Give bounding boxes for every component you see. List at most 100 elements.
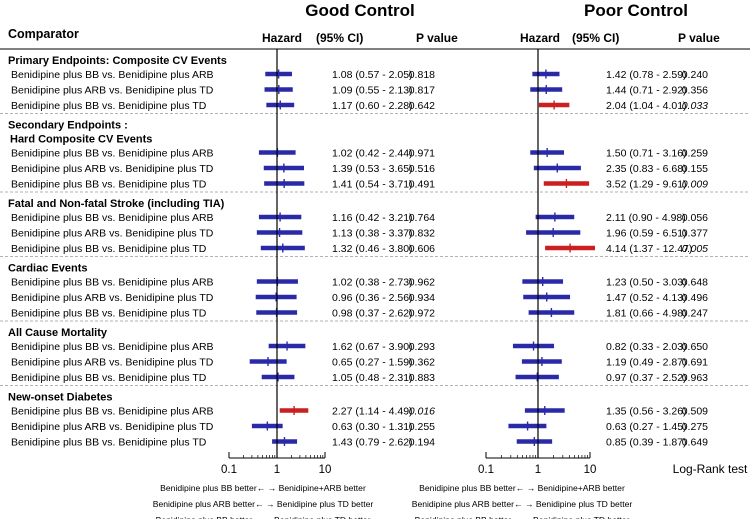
ci-value: 1.35 (0.56 - 3.26)	[606, 406, 687, 418]
ci-value: 1.44 (0.71 - 2.92)	[606, 85, 687, 97]
p-value: 0.491	[409, 179, 435, 191]
tick-label: 10	[584, 464, 597, 476]
row-label: Benidipine plus BB vs. Benidipine plus T…	[11, 372, 207, 384]
p-value: 0.764	[409, 212, 435, 224]
row-label: Benidipine plus ARB vs. Benidipine plus …	[11, 421, 214, 433]
direction-legend: Benidipine plus BB better← → Benidipine+…	[419, 483, 625, 493]
p-value: 0.817	[409, 85, 435, 97]
p-value: 0.356	[682, 85, 708, 97]
ci-value: 1.62 (0.67 - 3.90)	[332, 341, 413, 353]
p-value: 0.377	[682, 228, 708, 240]
ci-value: 2.04 (1.04 - 4.01)	[606, 100, 687, 112]
p-value: 0.194	[409, 437, 435, 449]
p-value: 0.247	[682, 308, 708, 320]
row-label: Benidipine plus BB vs. Benidipine plus A…	[11, 69, 214, 81]
ci-value: 3.52 (1.29 - 9.61)	[606, 179, 687, 191]
row-label: Benidipine plus ARB vs. Benidipine plus …	[11, 228, 214, 240]
direction-legend: Benidipine plus BB better← → Benidipine …	[415, 515, 630, 519]
p-value: 0.516	[409, 163, 435, 175]
row-label: Benidipine plus BB vs. Benidipine plus T…	[11, 179, 207, 191]
p-value: 0.818	[409, 69, 435, 81]
tick-label: 1	[535, 464, 541, 476]
tick-label: 10	[319, 464, 332, 476]
p-value: 0.259	[682, 148, 708, 160]
row-label: Benidipine plus BB vs. Benidipine plus A…	[11, 148, 214, 160]
p-value: 0.883	[409, 372, 435, 384]
ci-value: 1.02 (0.42 - 2.44)	[332, 148, 413, 160]
ci-value: 0.85 (0.39 - 1.87)	[606, 437, 687, 449]
p-value: 0.033	[682, 100, 708, 112]
p-value: 0.971	[409, 148, 435, 160]
ci-value: 0.97 (0.37 - 2.52)	[606, 372, 687, 384]
ci-value: 0.63 (0.30 - 1.31)	[332, 421, 413, 433]
poor-pvalue-header: P value	[678, 31, 720, 45]
row-label: Benidipine plus BB vs. Benidipine plus A…	[11, 406, 214, 418]
ci-value: 0.63 (0.27 - 1.45)	[606, 421, 687, 433]
p-value: 0.649	[682, 437, 708, 449]
ci-value: 1.43 (0.79 - 2.62)	[332, 437, 413, 449]
p-value: 0.155	[682, 163, 708, 175]
section-title: Cardiac Events	[8, 263, 87, 275]
row-label: Benidipine plus ARB vs. Benidipine plus …	[11, 292, 214, 304]
ci-value: 0.82 (0.33 - 2.03)	[606, 341, 687, 353]
ci-value: 1.09 (0.55 - 2.13)	[332, 85, 413, 97]
ci-value: 1.19 (0.49 - 2.87)	[606, 357, 687, 369]
ci-value: 1.50 (0.71 - 3.16)	[606, 148, 687, 160]
p-value: 0.255	[409, 421, 435, 433]
section-title: All Cause Mortality	[8, 327, 108, 339]
p-value: 0.293	[409, 341, 435, 353]
ci-value: 1.32 (0.46 - 3.80)	[332, 243, 413, 255]
tick-label: 0.1	[221, 464, 237, 476]
poor-hazard-header: Hazard	[520, 31, 560, 45]
section-title: Primary Endpoints: Composite CV Events	[8, 55, 227, 67]
ci-value: 1.02 (0.38 - 2.73)	[332, 277, 413, 289]
good-pvalue-header: P value	[416, 31, 458, 45]
poor-ci-header: (95% CI)	[572, 31, 619, 45]
p-value: 0.650	[682, 341, 708, 353]
ci-value: 1.17 (0.60 - 2.28)	[332, 100, 413, 112]
ci-value: 1.41 (0.54 - 3.71)	[332, 179, 413, 191]
ci-value: 1.81 (0.66 - 4.98)	[606, 308, 687, 320]
direction-legend: Benidipine plus ARB better← → Benidipine…	[412, 499, 633, 509]
poor-control-title: Poor Control	[584, 1, 688, 20]
p-value: 0.240	[682, 69, 708, 81]
good-hazard-header: Hazard	[262, 31, 302, 45]
tick-label: 1	[274, 464, 280, 476]
p-value: 0.509	[682, 406, 708, 418]
section-title: Fatal and Non-fatal Stroke (including TI…	[8, 198, 225, 210]
section-title: Secondary Endpoints :	[8, 120, 128, 132]
ci-value: 1.05 (0.48 - 2.31)	[332, 372, 413, 384]
ci-value: 1.42 (0.78 - 2.59)	[606, 69, 687, 81]
section-subtitle: Hard Composite CV Events	[10, 134, 152, 146]
p-value: 0.275	[682, 421, 708, 433]
ci-value: 1.16 (0.42 - 3.21)	[332, 212, 413, 224]
p-value: 0.972	[409, 308, 435, 320]
row-label: Benidipine plus BB vs. Benidipine plus T…	[11, 308, 207, 320]
p-value: 0.691	[682, 357, 708, 369]
row-label: Benidipine plus BB vs. Benidipine plus T…	[11, 100, 207, 112]
ci-value: 1.47 (0.52 - 4.13)	[606, 292, 687, 304]
ci-value: 2.27 (1.14 - 4.49)	[332, 406, 413, 418]
tick-label: 0.1	[478, 464, 494, 476]
section-title: New-onset Diabetes	[8, 392, 113, 404]
direction-legend: Benidipine plus ARB better← → Benidipine…	[153, 499, 374, 509]
ci-value: 0.96 (0.36 - 2.56)	[332, 292, 413, 304]
good-control-title: Good Control	[305, 1, 415, 20]
ci-value: 0.65 (0.27 - 1.59)	[332, 357, 413, 369]
p-value: 0.009	[682, 179, 708, 191]
p-value: 0.934	[409, 292, 435, 304]
p-value: 0.056	[682, 212, 708, 224]
ci-value: 1.08 (0.57 - 2.05)	[332, 69, 413, 81]
ci-value: 1.39 (0.53 - 3.65)	[332, 163, 413, 175]
p-value: 0.962	[409, 277, 435, 289]
direction-legend: Benidipine plus BB better← → Benidipine …	[156, 515, 371, 519]
row-label: Benidipine plus ARB vs. Benidipine plus …	[11, 85, 214, 97]
p-value: 0.496	[682, 292, 708, 304]
row-label: Benidipine plus BB vs. Benidipine plus A…	[11, 212, 214, 224]
ci-value: 0.98 (0.37 - 2.62)	[332, 308, 413, 320]
direction-legend: Benidipine plus BB better← → Benidipine+…	[160, 483, 366, 493]
row-label: Benidipine plus BB vs. Benidipine plus T…	[11, 437, 207, 449]
p-value: 0.832	[409, 228, 435, 240]
ci-value: 2.11 (0.90 - 4.98)	[606, 212, 686, 224]
